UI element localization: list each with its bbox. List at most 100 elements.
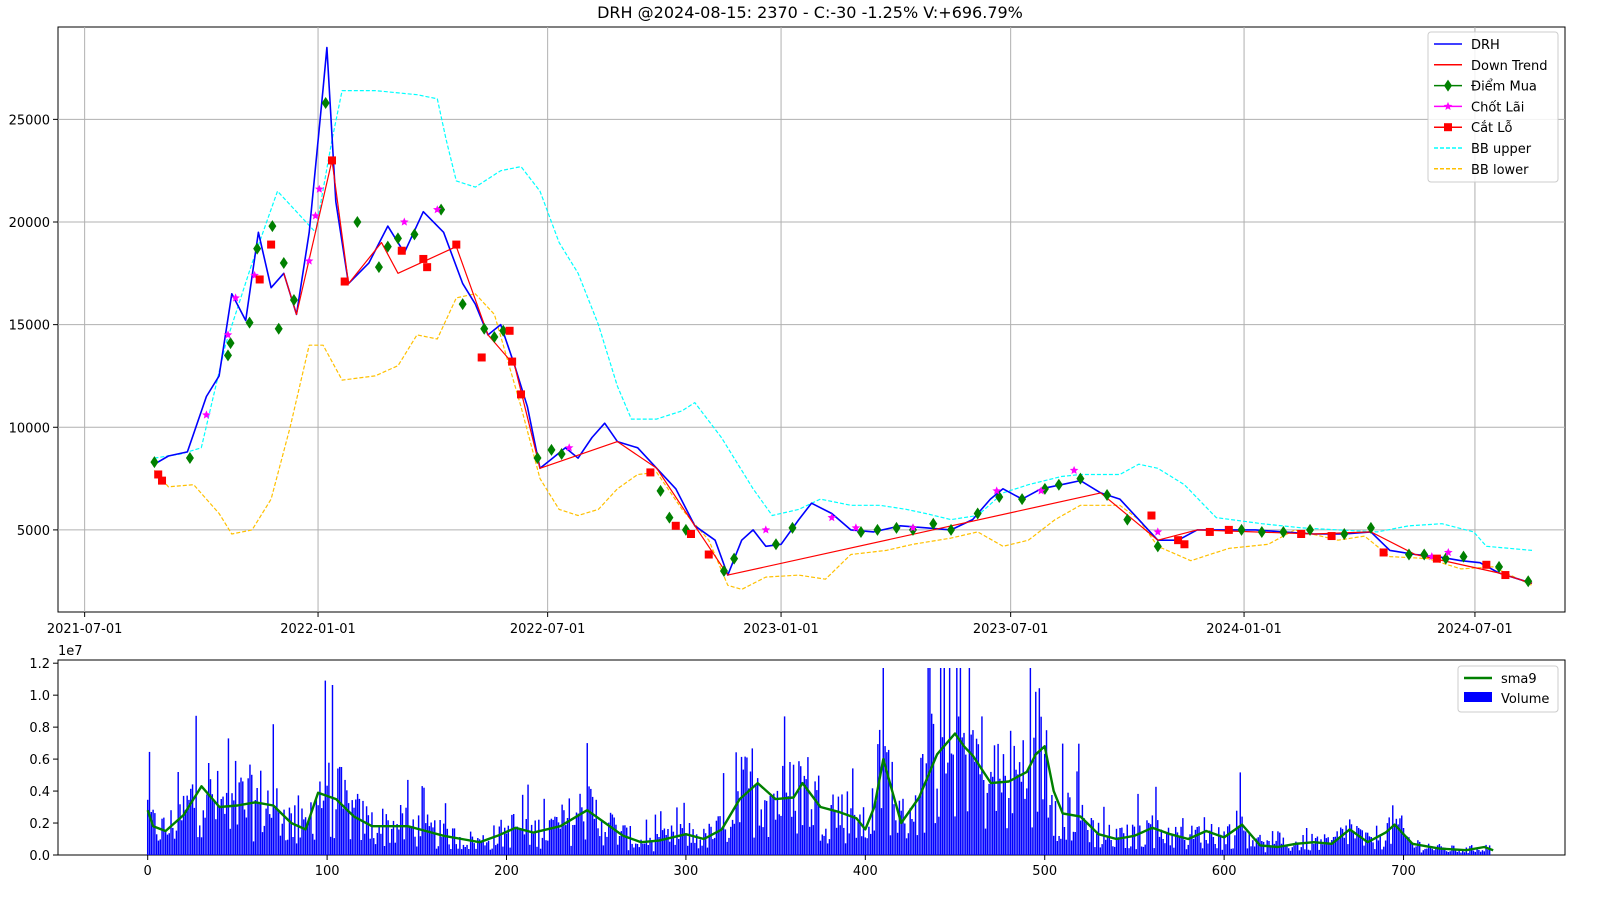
volume-bar	[1049, 805, 1051, 855]
volume-bar	[272, 724, 275, 855]
volume-bar	[263, 825, 266, 855]
volume-bar	[868, 826, 870, 855]
volume-bar	[1225, 844, 1227, 855]
volume-bar	[1212, 837, 1215, 855]
volume-bar	[1103, 806, 1105, 855]
buy-point-marker	[223, 349, 232, 362]
volume-bar	[188, 799, 190, 855]
volume-bar	[1388, 817, 1390, 855]
volume-bar	[407, 779, 409, 855]
volume-bar	[658, 837, 660, 855]
volume-bar	[841, 794, 843, 855]
price-axis-ticks: 2021-07-01 2022-01-01 2022-07-01 2023-01-01…	[9, 113, 1513, 637]
volume-bar	[959, 668, 962, 855]
volume-bar	[1052, 835, 1055, 855]
volume-bar	[520, 829, 522, 855]
volume-bar	[475, 848, 477, 855]
volume-bar	[611, 814, 614, 855]
volume-bar	[310, 802, 312, 855]
volume-bar	[443, 823, 445, 855]
volume-bar	[936, 788, 938, 855]
volume-bar	[473, 843, 475, 855]
volume-bar	[477, 838, 479, 855]
volume-y-tick-label: 0.6	[29, 753, 50, 768]
volume-bar	[500, 819, 502, 855]
volume-bar	[855, 837, 858, 855]
volume-bar	[782, 765, 784, 855]
volume-bar	[355, 799, 357, 855]
volume-bar	[249, 764, 251, 855]
volume-bar	[1379, 836, 1381, 855]
volume-bar	[769, 795, 771, 855]
buy-point-marker	[856, 525, 865, 538]
volume-bar	[871, 788, 874, 855]
cut-loss-marker	[267, 240, 276, 249]
volume-bar	[852, 768, 854, 855]
buy-point-marker	[268, 220, 277, 233]
volume-bar	[742, 769, 745, 855]
volume-bar	[911, 819, 913, 855]
volume-bar	[1426, 848, 1428, 855]
volume-bar	[211, 794, 214, 855]
volume-bar	[1060, 838, 1062, 855]
volume-bar	[808, 826, 811, 855]
volume-bar	[335, 809, 337, 855]
volume-bar	[821, 834, 823, 855]
volume-bar	[459, 837, 461, 855]
volume-bar	[216, 770, 219, 855]
volume-bar	[1209, 830, 1211, 855]
volume-bar	[952, 754, 954, 855]
volume-bar	[581, 807, 583, 855]
volume-bar	[801, 825, 804, 855]
volume-bar	[1178, 836, 1180, 855]
volume-bar	[878, 729, 881, 855]
buy-point-marker	[1404, 548, 1413, 561]
buy-point-marker	[1018, 493, 1027, 506]
volume-bar	[1463, 852, 1466, 855]
volume-bar	[649, 837, 651, 855]
volume-bar	[1121, 827, 1123, 855]
volume-bar	[1271, 831, 1274, 855]
volume-bar	[1072, 831, 1075, 855]
volume-bar	[444, 803, 447, 855]
volume-bar	[636, 844, 639, 855]
buy-point-marker	[480, 322, 489, 335]
volume-bar	[834, 811, 836, 855]
volume-bar	[416, 846, 418, 855]
volume-bar	[1316, 836, 1319, 855]
volume-bar	[972, 730, 974, 855]
volume-bar	[385, 814, 388, 855]
volume-bar	[369, 838, 371, 855]
volume-bar	[1083, 818, 1085, 855]
volume-bar	[430, 822, 432, 855]
volume-bar	[166, 834, 169, 855]
cut-loss-marker	[452, 240, 461, 249]
volume-bar	[660, 811, 662, 855]
volume-bar	[1279, 832, 1281, 855]
volume-bar	[674, 844, 676, 855]
volume-bar	[1045, 730, 1048, 855]
volume-bar	[1061, 743, 1064, 855]
volume-bar	[387, 820, 389, 855]
volume-bar	[559, 828, 562, 855]
volume-bar	[286, 839, 289, 855]
volume-bar	[326, 785, 328, 855]
volume-bar	[356, 793, 359, 855]
volume-bar	[756, 778, 759, 855]
cut-loss-marker	[1205, 527, 1214, 536]
volume-bar	[708, 823, 710, 855]
volume-bar	[1051, 795, 1053, 855]
volume-bar	[950, 753, 953, 855]
take-profit-marker	[231, 293, 240, 302]
volume-bar	[346, 790, 348, 855]
volume-bar	[701, 845, 703, 855]
volume-bar	[491, 848, 493, 855]
volume-bar	[1329, 843, 1331, 855]
volume-bar	[398, 829, 400, 855]
volume-y-tick-label: 1.2	[29, 657, 50, 672]
take-profit-marker	[761, 525, 771, 534]
volume-bar	[1113, 846, 1116, 855]
cut-loss-marker	[671, 521, 680, 530]
volume-bar	[1176, 832, 1179, 855]
